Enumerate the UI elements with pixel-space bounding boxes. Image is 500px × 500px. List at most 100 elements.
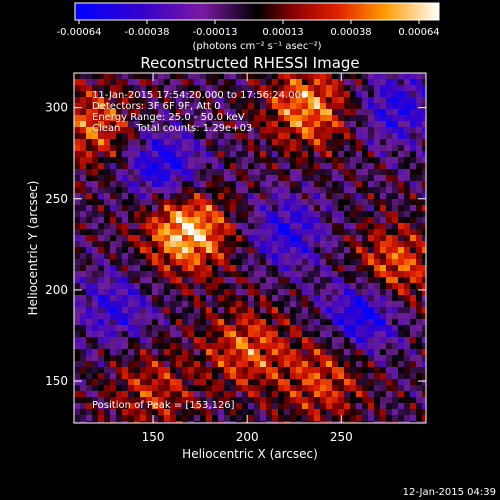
heatmap-cell	[356, 121, 362, 127]
heatmap-cell	[236, 367, 242, 373]
heatmap-cell	[230, 151, 236, 157]
heatmap-cell	[386, 193, 392, 199]
heatmap-cell	[350, 271, 356, 277]
heatmap-cell	[320, 169, 326, 175]
heatmap-cell	[236, 409, 242, 415]
heatmap-cell	[410, 73, 416, 79]
heatmap-cell	[230, 325, 236, 331]
heatmap-cell	[182, 289, 188, 295]
heatmap-cell	[236, 343, 242, 349]
heatmap-cell	[272, 409, 278, 415]
heatmap-cell	[104, 361, 110, 367]
heatmap-cell	[254, 349, 260, 355]
heatmap-cell	[404, 85, 410, 91]
heatmap-cell	[80, 85, 86, 91]
heatmap-cell	[302, 289, 308, 295]
heatmap-cell	[416, 247, 422, 253]
heatmap-cell	[296, 79, 302, 85]
heatmap-cell	[200, 109, 206, 115]
heatmap-cell	[380, 133, 386, 139]
heatmap-cell	[98, 415, 104, 421]
heatmap-cell	[242, 157, 248, 163]
heatmap-cell	[134, 343, 140, 349]
heatmap-cell	[218, 79, 224, 85]
heatmap-cell	[314, 163, 320, 169]
heatmap-cell	[74, 283, 80, 289]
heatmap-cell	[338, 409, 344, 415]
heatmap-cell	[302, 349, 308, 355]
heatmap-cell	[74, 217, 80, 223]
heatmap-cell	[140, 163, 146, 169]
heatmap-cell	[254, 319, 260, 325]
heatmap-cell	[380, 193, 386, 199]
heatmap-cell	[374, 325, 380, 331]
heatmap-cell	[374, 421, 380, 423]
heatmap-cell	[140, 115, 146, 121]
heatmap-cell	[134, 421, 140, 423]
heatmap-cell	[110, 139, 116, 145]
heatmap-cell	[80, 259, 86, 265]
heatmap-cell	[308, 349, 314, 355]
heatmap-cell	[374, 91, 380, 97]
heatmap-cell	[146, 133, 152, 139]
heatmap-cell	[404, 163, 410, 169]
heatmap-cell	[302, 277, 308, 283]
heatmap-cell	[92, 217, 98, 223]
heatmap-cell	[356, 277, 362, 283]
heatmap-cell	[104, 79, 110, 85]
heatmap-cell	[236, 421, 242, 423]
heatmap-cell	[260, 253, 266, 259]
heatmap-cell	[386, 367, 392, 373]
heatmap-cell	[260, 403, 266, 409]
heatmap-cell	[386, 97, 392, 103]
heatmap-cell	[320, 73, 326, 79]
heatmap-cell	[296, 379, 302, 385]
heatmap-cell	[194, 217, 200, 223]
heatmap-cell	[200, 343, 206, 349]
heatmap-cell	[194, 259, 200, 265]
heatmap-cell	[332, 145, 338, 151]
heatmap-cell	[302, 283, 308, 289]
colorbar-ticks: -0.00064 -0.00038 -0.00013 0.00013 0.00038 0.…	[57, 20, 440, 38]
heatmap-cell	[314, 289, 320, 295]
heatmap-cell	[182, 247, 188, 253]
heatmap-cell	[218, 271, 224, 277]
heatmap-cell	[104, 109, 110, 115]
heatmap-cell	[344, 229, 350, 235]
colorbar-tick-label: 0.00038	[330, 27, 371, 38]
heatmap-cell	[164, 367, 170, 373]
heatmap-cell	[374, 109, 380, 115]
heatmap-cell	[410, 361, 416, 367]
heatmap-cell	[116, 85, 122, 91]
heatmap-cell	[224, 181, 230, 187]
heatmap-cell	[392, 421, 398, 423]
heatmap-cell	[410, 187, 416, 193]
heatmap-cell	[86, 241, 92, 247]
heatmap-cell	[110, 115, 116, 121]
heatmap-cell	[404, 295, 410, 301]
heatmap-cell	[128, 265, 134, 271]
heatmap-cell	[266, 85, 272, 91]
heatmap-cell	[122, 193, 128, 199]
heatmap-cell	[218, 343, 224, 349]
heatmap-cell	[92, 349, 98, 355]
heatmap-cell	[212, 247, 218, 253]
heatmap-cell	[242, 337, 248, 343]
heatmap-cell	[416, 397, 422, 403]
heatmap-cell	[266, 373, 272, 379]
heatmap-cell	[200, 79, 206, 85]
heatmap-cell	[176, 259, 182, 265]
heatmap-cell	[80, 349, 86, 355]
heatmap-cell	[356, 211, 362, 217]
heatmap-cell	[98, 277, 104, 283]
heatmap-cell	[86, 403, 92, 409]
heatmap-cell	[200, 289, 206, 295]
heatmap-cell	[104, 157, 110, 163]
heatmap-cell	[344, 283, 350, 289]
heatmap-cell	[338, 283, 344, 289]
heatmap-cell	[170, 115, 176, 121]
heatmap-cell	[260, 79, 266, 85]
heatmap-cell	[98, 349, 104, 355]
heatmap-cell	[98, 355, 104, 361]
heatmap-cell	[380, 145, 386, 151]
